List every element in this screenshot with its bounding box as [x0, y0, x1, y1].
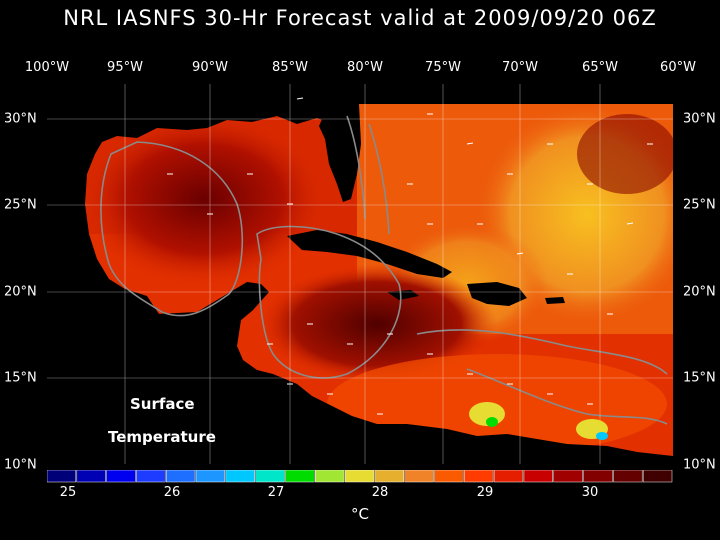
- lat-label-30n-right: 30°N: [683, 111, 716, 127]
- sea-surface-temperature-map: [47, 84, 673, 464]
- graticule: [47, 84, 673, 464]
- lat-label-15n-right: 15°N: [683, 370, 716, 386]
- lat-label-20n-right: 20°N: [683, 284, 716, 300]
- lon-label-60w: 60°W: [660, 60, 696, 75]
- jamaica-land: [387, 290, 419, 300]
- lat-label-25n: 25°N: [4, 197, 37, 213]
- temperature-colorbar: [47, 470, 673, 483]
- current-vectors: [167, 97, 653, 415]
- map-label-surface: Surface: [130, 395, 195, 413]
- colorbar-swatch: [493, 470, 524, 483]
- colorbar-tick-26: 26: [163, 485, 181, 500]
- colorbar-swatch: [613, 470, 643, 483]
- north-america-land: [47, 84, 673, 464]
- colorbar-swatch: [523, 470, 554, 483]
- forecast-title: NRL IASNFS 30-Hr Forecast valid at 2009/…: [63, 6, 657, 30]
- colorbar-swatch: [344, 470, 375, 483]
- colorbar-swatch: [76, 470, 106, 483]
- colorbar-swatch: [434, 470, 464, 483]
- colorbar-swatch: [136, 470, 166, 483]
- colorbar-swatch: [464, 470, 494, 483]
- lat-label-10n-right: 10°N: [683, 457, 716, 473]
- colorbar-swatch: [285, 470, 315, 483]
- isobath-contours: [100, 115, 668, 425]
- caribbean-hot-core: [257, 264, 497, 384]
- lon-label-70w: 70°W: [502, 60, 538, 75]
- colorbar-swatch: [642, 470, 673, 483]
- colorbar-tick-28: 28: [371, 485, 389, 500]
- colorbar-tick-27: 27: [267, 485, 285, 500]
- colorbar-swatch: [583, 470, 613, 483]
- cuba-land: [287, 230, 452, 278]
- lat-label-30n: 30°N: [4, 111, 37, 127]
- coastal-upwelling-4: [596, 432, 608, 440]
- colorbar-swatch: [315, 470, 345, 483]
- colorbar-swatch: [553, 470, 583, 483]
- lon-label-95w: 95°W: [107, 60, 143, 75]
- colorbar-swatch: [165, 470, 196, 483]
- coastal-upwelling-3: [486, 417, 498, 427]
- puerto-rico-land: [545, 297, 565, 304]
- colorbar-swatch: [404, 470, 434, 483]
- colorbar-swatch: [225, 470, 255, 483]
- colorbar-tick-29: 29: [476, 485, 494, 500]
- lon-label-85w: 85°W: [272, 60, 308, 75]
- colorbar-tick-30: 30: [581, 485, 599, 500]
- lon-label-75w: 75°W: [425, 60, 461, 75]
- colorbar-swatch: [195, 470, 226, 483]
- colorbar-swatch: [255, 470, 285, 483]
- hispaniola-land: [467, 282, 527, 306]
- lon-label-100w: 100°W: [24, 60, 70, 75]
- atlantic-warm-patch: [577, 114, 673, 194]
- lat-label-10n: 10°N: [4, 457, 37, 473]
- lon-label-65w: 65°W: [582, 60, 618, 75]
- colorbar-swatch: [374, 470, 404, 483]
- lat-label-20n: 20°N: [4, 284, 37, 300]
- map-label-temperature: Temperature: [108, 428, 216, 446]
- colorbar-tick-25: 25: [59, 485, 77, 500]
- lat-label-25n-right: 25°N: [683, 197, 716, 213]
- lon-label-80w: 80°W: [347, 60, 383, 75]
- gulf-hot-core: [87, 109, 347, 289]
- lat-label-15n: 15°N: [4, 370, 37, 386]
- colorbar-swatch: [106, 470, 136, 483]
- yucatan-land: [157, 282, 261, 342]
- colorbar-unit: °C: [351, 505, 369, 523]
- colorbar-swatch: [47, 470, 77, 483]
- lon-label-90w: 90°W: [192, 60, 228, 75]
